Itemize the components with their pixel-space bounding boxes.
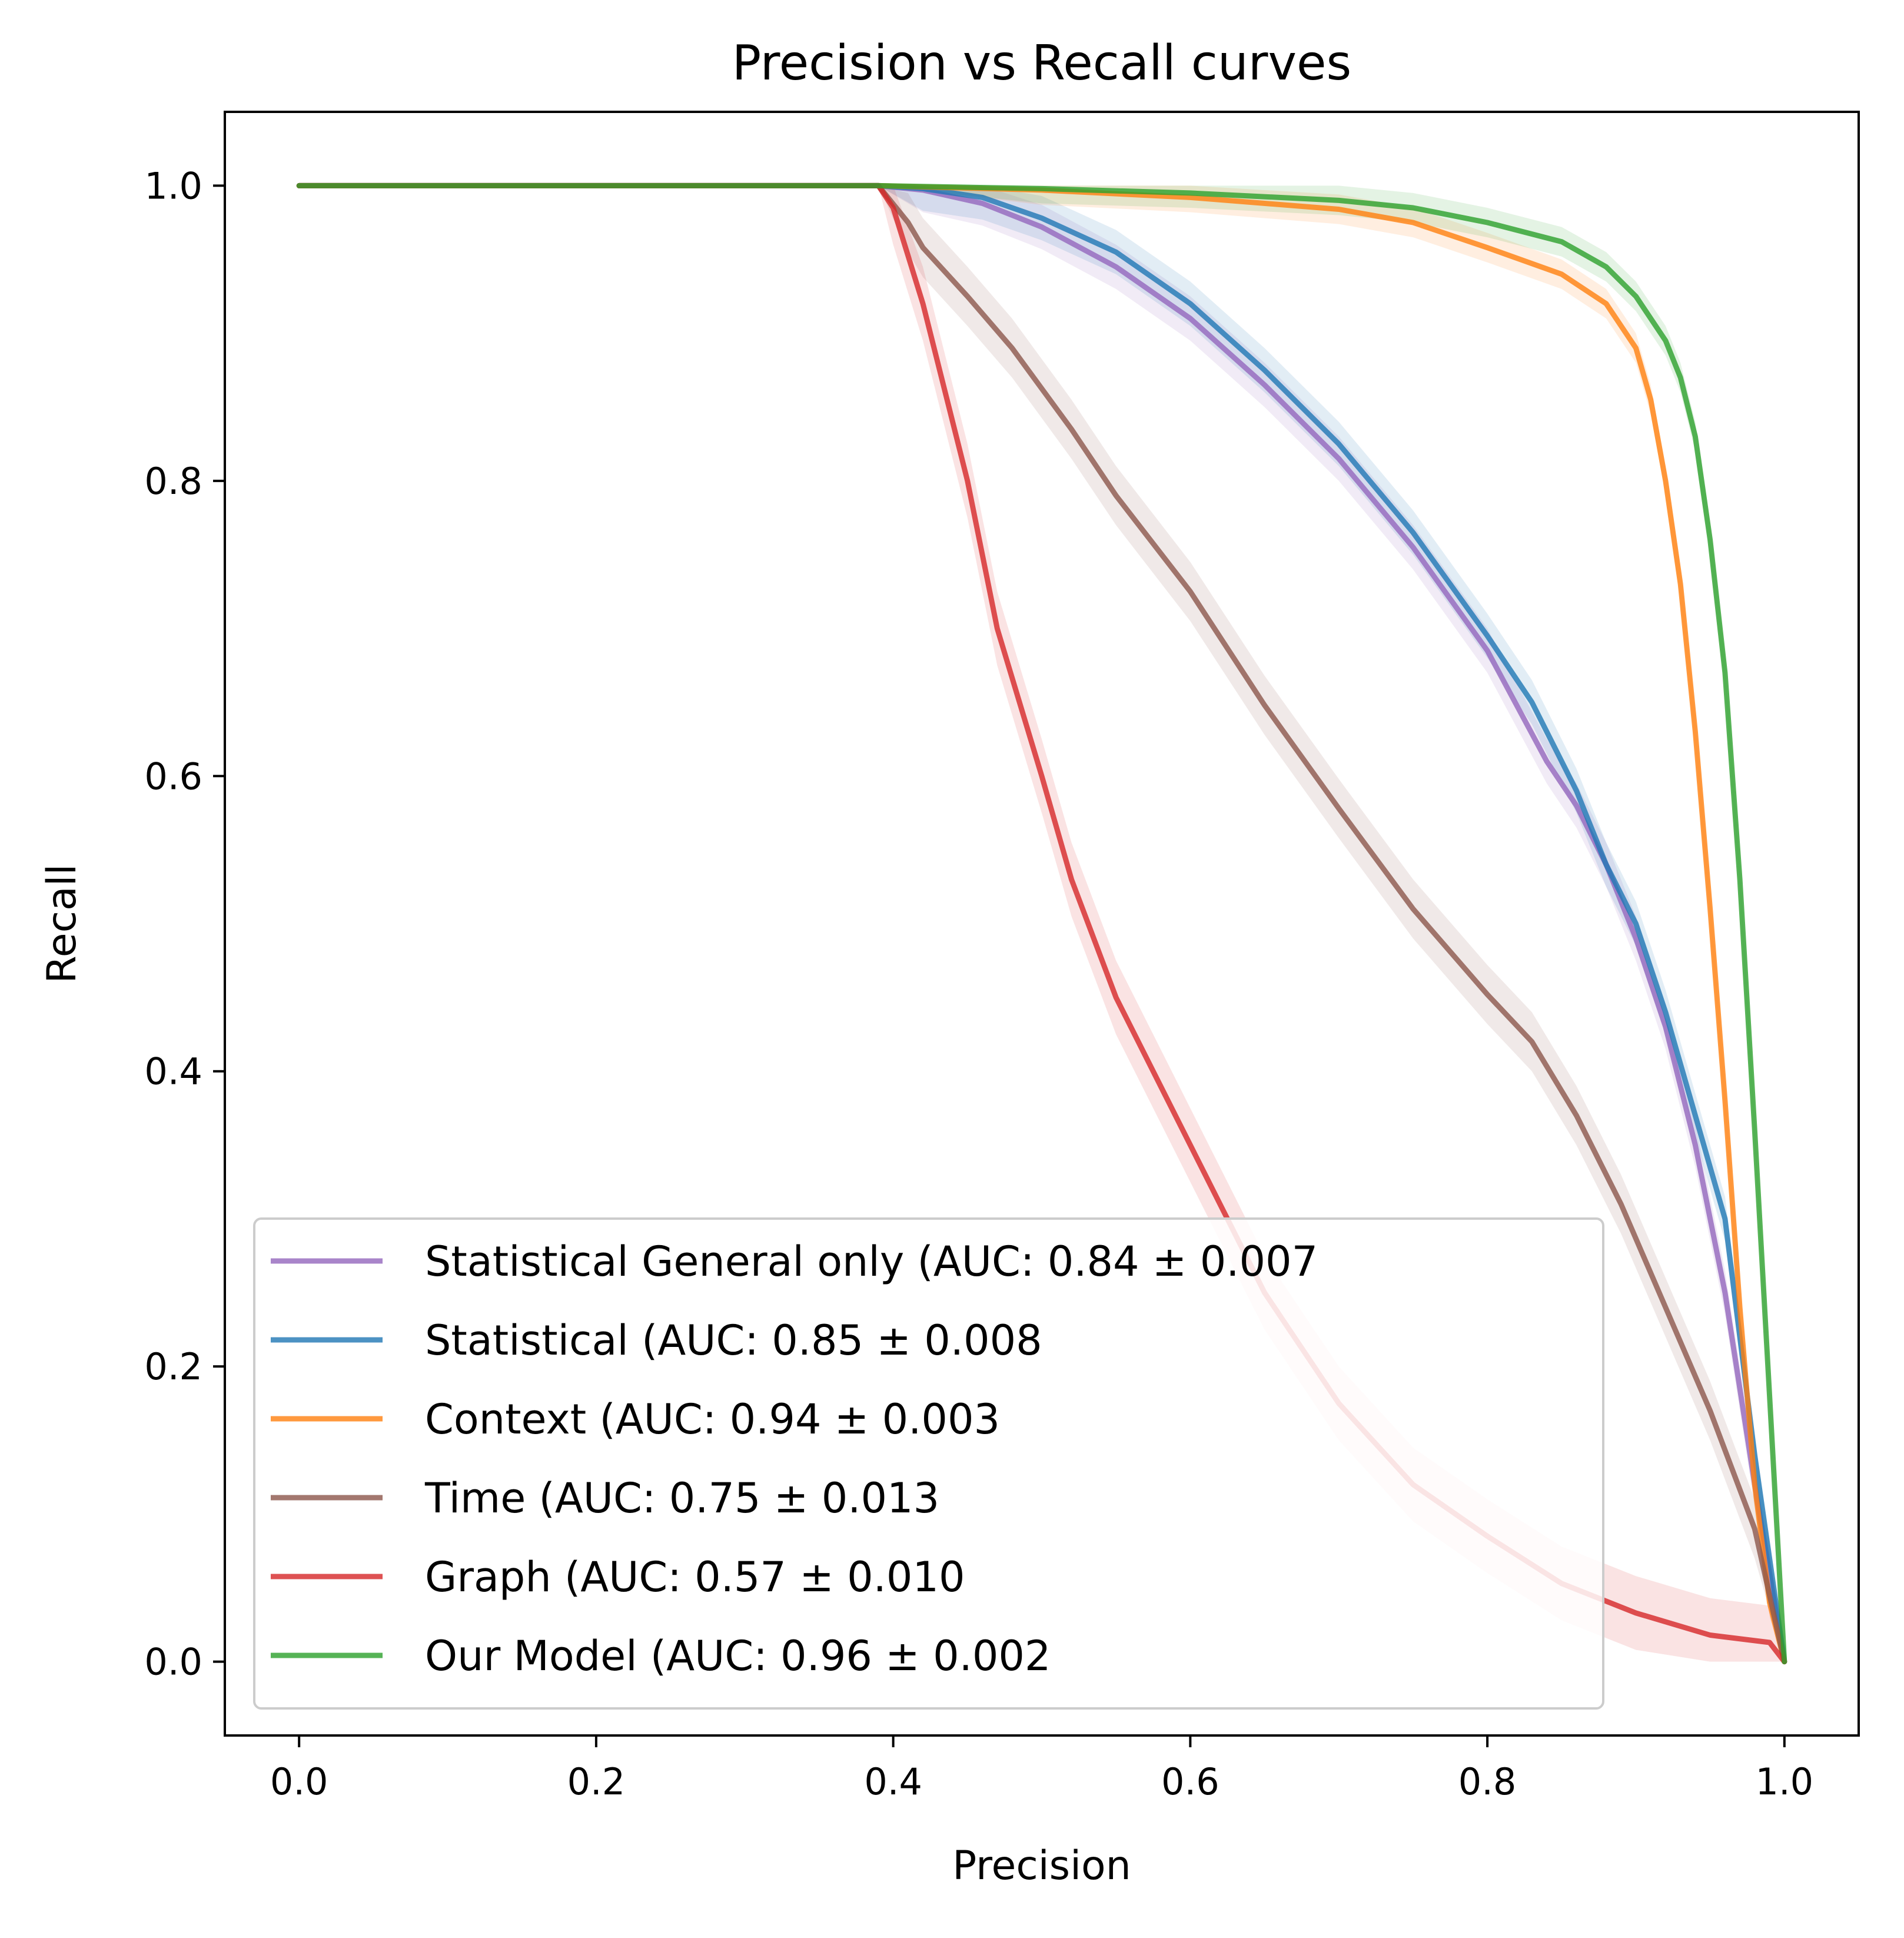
legend: Statistical General only (AUC: 0.84 ± 0.… <box>253 1217 1604 1710</box>
plot-frame <box>224 111 1860 1737</box>
y-tick-label: 0.0 <box>144 1641 202 1684</box>
y-axis-ticks: 0.0 0.2 0.4 0.6 0.8 1.0 <box>144 164 225 1684</box>
x-tick-label: 0.2 <box>567 1760 626 1803</box>
series-band-2 <box>299 185 1785 1662</box>
y-axis-label: Recall <box>39 864 85 984</box>
series-line-3 <box>296 182 1787 1665</box>
series-lines <box>296 182 1787 1665</box>
y-tick-label: 0.8 <box>144 460 202 503</box>
x-axis-label: Precision <box>952 1843 1131 1889</box>
x-axis-ticks: 0.0 0.2 0.4 0.6 0.8 1.0 <box>270 1735 1813 1803</box>
legend-label: Statistical (AUC: 0.85 ± 0.008 <box>425 1316 1042 1365</box>
series-line-2 <box>296 182 1787 1665</box>
legend-label: Context (AUC: 0.94 ± 0.003 <box>425 1395 1000 1443</box>
x-tick-label: 1.0 <box>1756 1760 1814 1803</box>
legend-label: Graph (AUC: 0.57 ± 0.010 <box>425 1553 965 1601</box>
x-tick-label: 0.4 <box>864 1760 922 1803</box>
y-tick-label: 0.6 <box>144 755 202 798</box>
chart-title: Precision vs Recall curves <box>732 35 1351 91</box>
x-tick-label: 0.0 <box>270 1760 328 1803</box>
series-band-1 <box>299 185 1785 1662</box>
legend-box <box>253 1217 1604 1710</box>
x-tick-label: 0.6 <box>1161 1760 1220 1803</box>
series-line-5 <box>296 182 1787 1665</box>
confidence-bands <box>299 185 1785 1662</box>
legend-label: Our Model (AUC: 0.96 ± 0.002 <box>425 1632 1051 1680</box>
y-tick-label: 0.2 <box>144 1345 202 1388</box>
legend-label: Time (AUC: 0.75 ± 0.013 <box>424 1474 939 1522</box>
series-line-0 <box>296 182 1787 1665</box>
x-tick-label: 0.8 <box>1458 1760 1517 1803</box>
series-line-4 <box>296 182 1787 1665</box>
series-band-0 <box>299 185 1785 1662</box>
y-tick-label: 0.4 <box>144 1050 202 1093</box>
series-line-1 <box>296 182 1787 1665</box>
y-tick-label: 1.0 <box>144 164 202 207</box>
legend-label: Statistical General only (AUC: 0.84 ± 0.… <box>425 1237 1318 1286</box>
